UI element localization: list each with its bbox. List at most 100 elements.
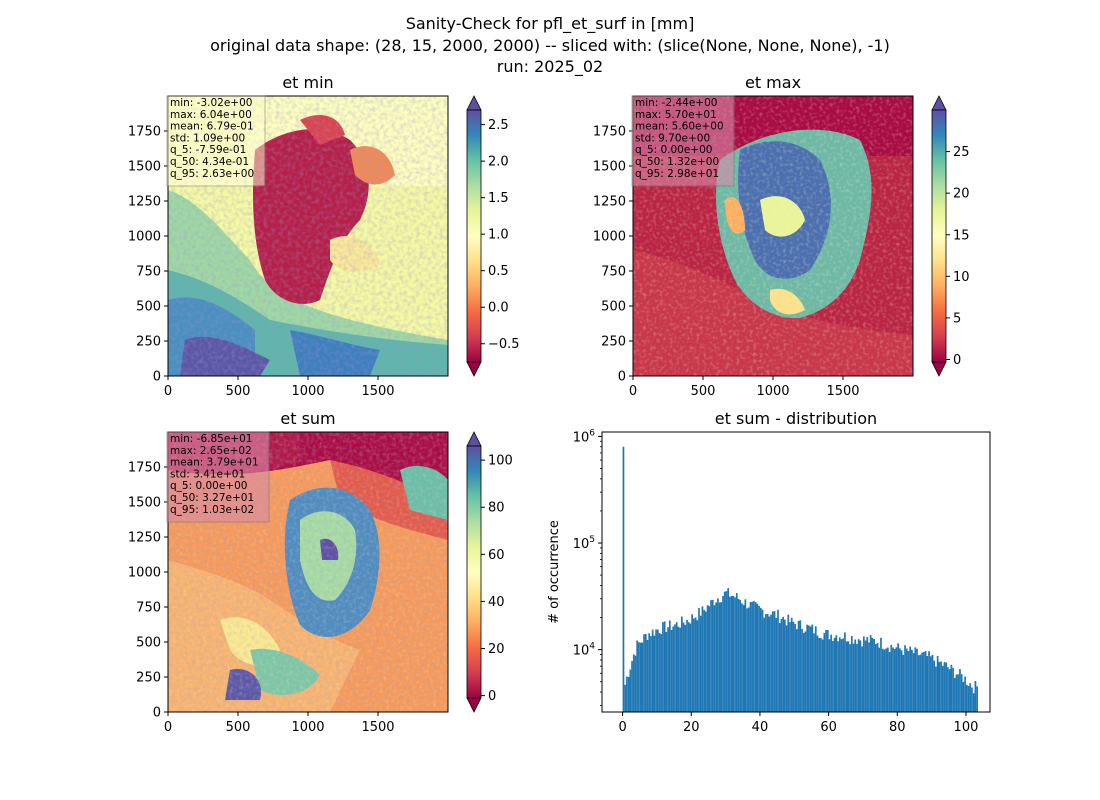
histogram-bar: [727, 588, 730, 712]
histogram-bar: [627, 677, 630, 712]
histogram-bar: [890, 644, 893, 712]
histogram-bar: [665, 632, 668, 712]
histogram-bar: [650, 636, 652, 712]
histogram-bar: [761, 609, 764, 712]
histogram-bar: [821, 639, 824, 712]
histogram-bar: [921, 652, 924, 712]
x-tick-label: 1500: [361, 720, 394, 735]
y-tick-label: 1000: [593, 230, 626, 245]
colorbar-tick-label: 20: [953, 187, 970, 202]
x-tick-label: 0: [618, 720, 626, 735]
y-tick-label: 1750: [128, 461, 161, 476]
panel-4-x-ticks: 0 20 40 60 80 100: [618, 712, 978, 735]
colorbar-tick-label: −0.5: [488, 337, 520, 352]
y-tick-label: 1750: [593, 125, 626, 140]
histogram-bar: [634, 655, 637, 712]
histogram-bar: [959, 669, 961, 712]
histogram-bar: [837, 641, 839, 712]
histogram-bar: [725, 591, 728, 712]
histogram-bar: [919, 654, 922, 712]
histogram-bar: [885, 648, 887, 712]
histogram-bar: [751, 601, 754, 712]
histogram-bar: [957, 674, 960, 712]
histogram-bar: [706, 605, 709, 712]
histogram-bar: [787, 614, 790, 712]
histogram-bar: [675, 622, 678, 712]
histogram-bar: [859, 640, 862, 712]
histogram-bar: [802, 632, 805, 712]
histogram-bar: [744, 599, 747, 712]
histogram-bar: [832, 640, 834, 712]
y-tick-label: 750: [136, 601, 161, 616]
y-tick-label: 1500: [128, 160, 161, 175]
histogram-bar: [878, 647, 881, 712]
histogram-bar: [777, 609, 779, 712]
histogram-bar: [720, 602, 723, 712]
histogram-bar: [845, 641, 848, 712]
x-tick-label: 1000: [756, 384, 789, 399]
histogram-bar: [801, 628, 803, 712]
histogram-bar: [730, 595, 733, 712]
histogram-bar: [753, 601, 755, 712]
y-tick-label: 500: [136, 636, 161, 651]
histogram-bar: [763, 617, 766, 712]
x-tick-label: 0: [164, 720, 172, 735]
colorbar-tick-label: 0.0: [488, 301, 509, 316]
panel-1-y-ticks: 0 250 500 750 1000 1250 1500 1750: [128, 125, 168, 385]
histogram-bar: [938, 661, 941, 712]
histogram-bar: [849, 644, 851, 712]
histogram-bar: [883, 649, 886, 712]
stats-line: q_50: 4.34e-01: [170, 156, 249, 168]
panel-1-title: et min: [282, 73, 333, 92]
y-tick-label: 1250: [128, 531, 161, 546]
histogram-bar: [783, 619, 786, 712]
histogram-bar: [789, 622, 791, 712]
histogram-bar: [771, 611, 774, 712]
histogram-bar: [953, 677, 956, 712]
histogram-bar: [871, 637, 874, 712]
histogram-bar: [797, 620, 800, 712]
colorbar-tick-label: 25: [953, 145, 970, 160]
panel-et-max: et max 0 500 1000 1500 02505007501000125015…: [593, 73, 970, 399]
histogram-bar: [622, 446, 625, 712]
histogram-bar: [644, 633, 647, 712]
histogram-bar: [933, 660, 936, 712]
panel-2-title: et max: [745, 73, 801, 92]
colorbar-tick-label: 40: [488, 595, 505, 610]
colorbar-tick-label: 2.0: [488, 155, 509, 170]
colorbar-tick-label: 0: [488, 689, 496, 704]
histogram-bar: [796, 629, 798, 712]
histogram-bar: [909, 646, 912, 712]
histogram-bar: [971, 687, 973, 712]
histogram-bar: [641, 642, 644, 712]
y-tick-label: 105: [573, 535, 595, 552]
heatmap-et-min: [168, 96, 448, 376]
histogram-bar: [935, 666, 937, 712]
histogram-bar: [785, 625, 788, 712]
histogram-bar: [739, 600, 742, 712]
histogram-bar: [828, 639, 831, 712]
stats-line: max: 5.70e+01: [635, 109, 717, 121]
y-tick-label: 0: [153, 706, 161, 721]
x-tick-label: 40: [752, 720, 769, 735]
colorbar-tick-label: 80: [488, 501, 505, 516]
histogram-bar: [643, 634, 645, 712]
histogram-bar: [782, 616, 784, 712]
x-tick-label: 500: [691, 384, 716, 399]
stats-line: q_50: 3.27e+01: [170, 492, 254, 504]
x-tick-label: 100: [954, 720, 979, 735]
histogram-bar: [679, 627, 681, 712]
histogram-bar: [972, 693, 975, 712]
histogram-bar: [905, 648, 908, 712]
panel-4-title: et sum - distribution: [715, 409, 877, 428]
x-tick-label: 80: [889, 720, 906, 735]
histogram-bar: [950, 664, 953, 712]
histogram-bar: [868, 642, 870, 712]
histogram-bar: [881, 648, 884, 712]
heatmap-et-max: [633, 96, 913, 376]
panel-3-title: et sum: [280, 409, 335, 428]
histogram-bar: [651, 629, 654, 712]
stats-line: min: -3.02e+00: [170, 97, 252, 109]
